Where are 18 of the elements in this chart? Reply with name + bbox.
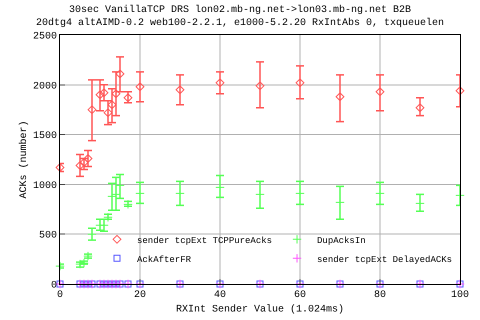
x-tick-label: 100 <box>450 290 470 301</box>
y-tick-label: 1000 <box>32 180 57 192</box>
legend-label: AckAfterFR <box>137 254 192 265</box>
chart-title: 30sec VanillaTCP DRS lon02.mb-ng.net->lon03.mb-ng.net B2B 20dtg4 altAIMD-0.2 web100-2.2.1, e1000-5.2.20 RxIntAbs 0, txqueuelen <box>36 4 444 29</box>
y-tick-label: 500 <box>38 230 57 242</box>
legend-label: sender tcpExt DelayedACKs <box>317 254 452 265</box>
y-tick-label: 2500 <box>32 32 57 42</box>
x-tick-label: 60 <box>294 290 306 301</box>
y-tick-label: 2000 <box>32 81 57 92</box>
x-axis-title: RXInt Sender Value (1.024ms) <box>176 304 344 316</box>
x-tick-label: 20 <box>134 290 146 301</box>
x-tick-label: 40 <box>214 290 226 301</box>
y-axis-title: ACKs (number) <box>18 120 30 199</box>
y-tick-label: 1500 <box>32 131 57 142</box>
x-tick-label: 80 <box>374 290 386 301</box>
y-tick-label: 0 <box>50 280 57 292</box>
legend-label: sender tcpExt TCPPureAcks <box>137 236 272 246</box>
legend-label: DupAcksIn <box>317 236 366 246</box>
